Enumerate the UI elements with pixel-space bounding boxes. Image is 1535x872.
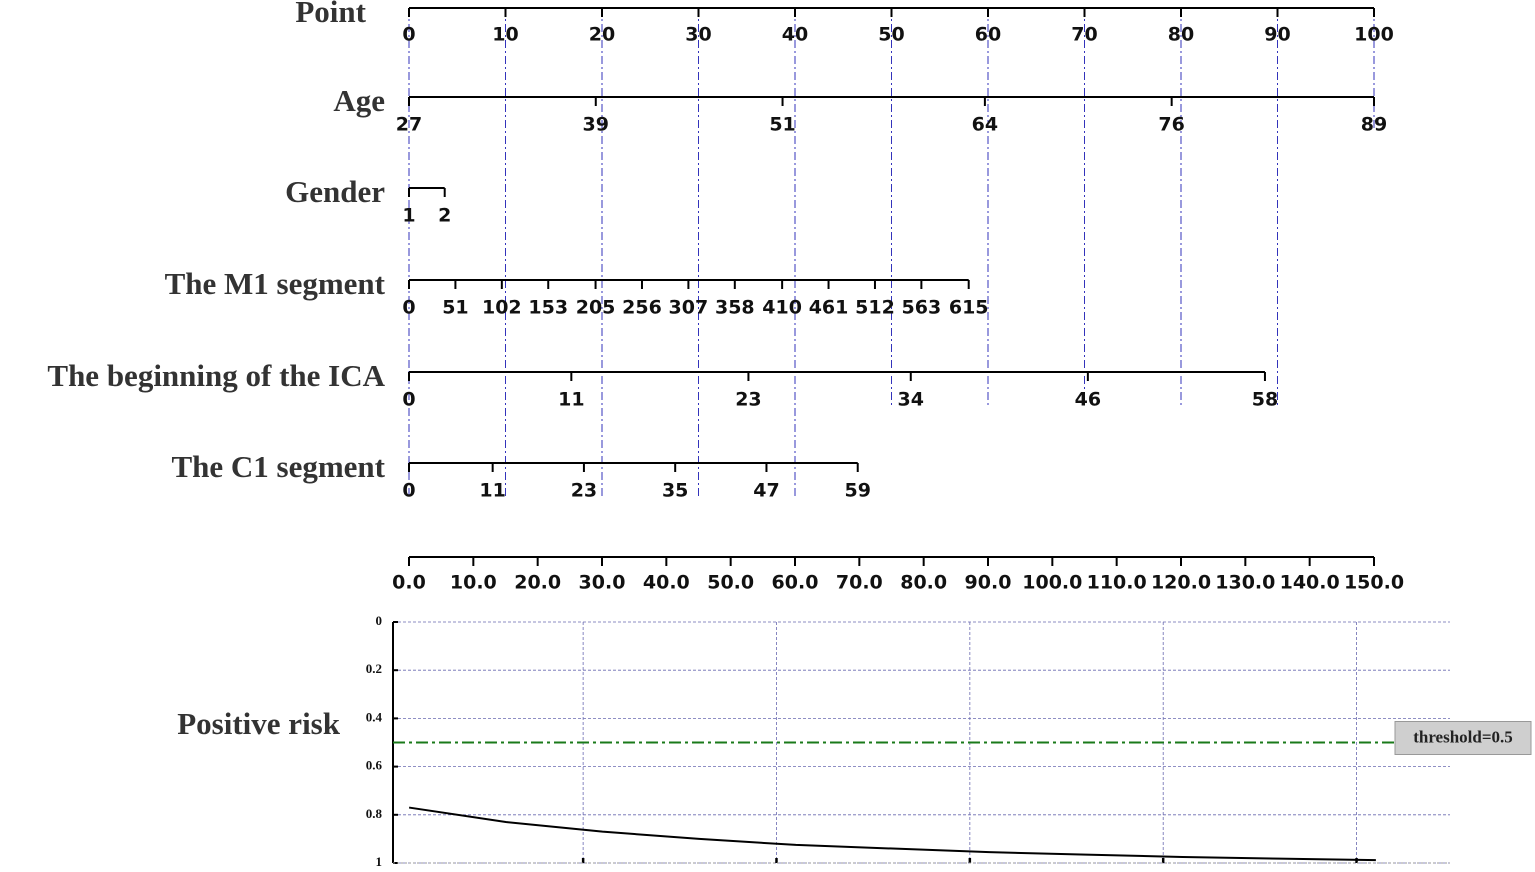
tick-label: 20 [589,24,615,46]
tick-label: 110.0 [1087,572,1147,594]
tick-label: 100 [1354,24,1394,46]
threshold-box [1394,721,1532,755]
tick-label: 60 [975,24,1001,46]
tick-label: 70 [1071,24,1097,46]
tick-label: 205 [576,297,616,319]
tick-label: 90.0 [965,572,1012,594]
tick-label: 120.0 [1151,572,1211,594]
tick-label: 64 [972,114,998,136]
risk-curve [408,806,1376,862]
tick-label: 47 [753,480,779,502]
tick-label: 60.0 [772,572,819,594]
risk-tick-label: 0 [376,613,383,628]
tick-label: 410 [762,297,802,319]
tick-label: 615 [949,297,989,319]
tick-label: 39 [583,114,609,136]
tick-label: 23 [735,389,761,411]
tick-label: 150.0 [1344,572,1404,594]
tick-label: 23 [571,480,597,502]
tick-label: 130.0 [1215,572,1275,594]
tick-label: 512 [855,297,895,319]
row-label: Age [333,83,385,118]
tick-label: 30.0 [579,572,626,594]
tick-label: 256 [622,297,662,319]
tick-label: 89 [1361,114,1387,136]
tick-label: 10.0 [450,572,497,594]
tick-label: 90 [1264,24,1290,46]
tick-label: 2 [438,205,451,227]
tick-label: 59 [844,480,870,502]
tick-label: 1 [402,205,415,227]
risk-tick-label: 0.8 [366,806,383,821]
tick-label: 0 [402,24,415,46]
risk-tick-label: 1 [376,854,383,869]
tick-label: 35 [662,480,688,502]
tick-label: 80.0 [900,572,947,594]
tick-label: 307 [669,297,709,319]
row-label: The beginning of the ICA [47,358,385,393]
row-label: Gender [285,174,385,209]
tick-label: 27 [396,114,422,136]
tick-label: 11 [479,480,505,502]
tick-label: 100.0 [1022,572,1082,594]
points-label: Point [295,0,366,29]
tick-label: 0 [402,297,415,319]
tick-label: 10 [492,24,518,46]
tick-label: 34 [898,389,924,411]
tick-label: 0.0 [392,572,426,594]
tick-label: 0 [402,480,415,502]
tick-label: 46 [1075,389,1101,411]
risk-tick-label: 0.4 [366,709,383,724]
tick-label: 40.0 [643,572,690,594]
tick-label: 51 [442,297,468,319]
tick-label: 51 [769,114,795,136]
risk-tick-label: 0.6 [366,758,383,773]
tick-label: 58 [1252,389,1278,411]
tick-label: 358 [715,297,755,319]
risk-tick-label: 0.2 [366,661,382,676]
tick-label: 76 [1158,114,1184,136]
tick-label: 50 [878,24,904,46]
tick-label: 20.0 [514,572,561,594]
row-label: The C1 segment [171,449,385,484]
tick-label: 153 [528,297,568,319]
tick-label: 80 [1168,24,1194,46]
tick-label: 11 [558,389,584,411]
tick-label: 0 [402,389,415,411]
tick-label: 102 [482,297,522,319]
threshold-label: threshold=0.5 [1413,727,1513,746]
tick-label: 461 [809,297,849,319]
tick-label: 30 [685,24,711,46]
tick-label: 70.0 [836,572,883,594]
tick-label: 563 [902,297,942,319]
row-label: The M1 segment [165,266,386,301]
tick-label: 40 [782,24,808,46]
tick-label: 50.0 [707,572,754,594]
tick-label: 140.0 [1280,572,1340,594]
risk-label: Positive risk [177,706,340,741]
